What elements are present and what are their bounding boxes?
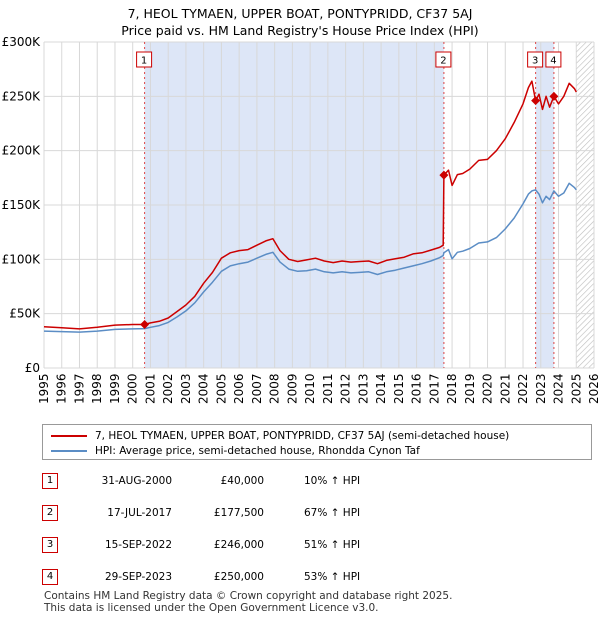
x-tick-label: 2010 [303, 373, 317, 404]
sale-point-marker [439, 170, 449, 180]
x-tick-label: 2024 [552, 373, 566, 404]
sale-hpi-change: 51% ↑ HPI [304, 539, 361, 551]
x-tick-label: 2017 [427, 373, 441, 404]
sale-price: £40,000 [220, 475, 264, 487]
sale-hpi-change: 67% ↑ HPI [304, 507, 361, 519]
x-tick-label: 2020 [481, 373, 495, 404]
x-tick-label: 2001 [143, 373, 157, 404]
sale-row: 4 29-SEP-2023 £250,000 53% ↑ HPI [42, 568, 592, 588]
x-tick-label: 2013 [356, 373, 370, 404]
sale-number-label: 2 [440, 56, 446, 67]
legend-item-property: 7, HEOL TYMAEN, UPPER BOAT, PONTYPRIDD, … [51, 428, 509, 444]
x-tick-label: 2006 [232, 373, 246, 404]
footer-licence: This data is licensed under the Open Gov… [44, 602, 379, 614]
footer-copyright: Contains HM Land Registry data © Crown c… [44, 590, 453, 602]
sale-row: 3 15-SEP-2022 £246,000 51% ↑ HPI [42, 536, 592, 556]
sale-price: £246,000 [213, 539, 264, 551]
legend-item-hpi: HPI: Average price, semi-detached house,… [51, 443, 420, 459]
sale-number-box [545, 51, 562, 68]
x-tick-label: 2014 [374, 373, 388, 404]
x-tick-label: 2023 [534, 373, 548, 404]
x-tick-label: 2004 [197, 373, 211, 404]
sale-row: 2 17-JUL-2017 £177,500 67% ↑ HPI [42, 504, 592, 524]
x-tick-label: 2007 [250, 373, 264, 404]
y-tick-label: £100K [2, 252, 42, 266]
x-tick-label: 2011 [321, 373, 335, 404]
sale-number-label: 4 [550, 56, 556, 67]
x-tick-label: 2018 [445, 373, 459, 404]
sale-price: £250,000 [213, 571, 264, 583]
sale-date: 17-JUL-2017 [107, 507, 172, 519]
legend-swatch-property [51, 435, 87, 437]
x-tick-label: 2026 [587, 373, 600, 404]
x-tick-label: 2005 [214, 373, 228, 404]
x-tick-label: 1997 [72, 373, 86, 404]
chart-legend: 7, HEOL TYMAEN, UPPER BOAT, PONTYPRIDD, … [42, 424, 592, 460]
x-tick-label: 2016 [410, 373, 424, 404]
x-tick-label: 2022 [516, 373, 530, 404]
x-tick-label: 1998 [90, 373, 104, 404]
y-tick-label: £250K [2, 89, 42, 103]
y-tick-label: £0 [25, 361, 40, 375]
sale-number-badge: 2 [42, 505, 58, 521]
sale-hpi-change: 10% ↑ HPI [304, 475, 361, 487]
x-tick-label: 2000 [126, 373, 140, 404]
sale-row: 1 31-AUG-2000 £40,000 10% ↑ HPI [42, 472, 592, 492]
sale-number-badge: 3 [42, 537, 58, 553]
x-tick-label: 2019 [463, 373, 477, 404]
y-tick-label: £300K [2, 35, 42, 49]
sale-date: 29-SEP-2023 [104, 571, 172, 583]
x-tick-label: 2025 [569, 373, 583, 404]
sale-price: £177,500 [213, 507, 264, 519]
sale-number-label: 1 [141, 56, 147, 67]
x-tick-label: 2003 [179, 373, 193, 404]
x-tick-label: 1995 [37, 373, 51, 404]
chart-subtitle: Price paid vs. HM Land Registry's House … [121, 23, 479, 38]
y-tick-label: £200K [2, 144, 42, 158]
sale-number-badge: 4 [42, 569, 58, 585]
x-tick-label: 2002 [161, 373, 175, 404]
sale-date: 15-SEP-2022 [104, 539, 172, 551]
x-tick-label: 2008 [268, 373, 282, 404]
x-tick-label: 2015 [392, 373, 406, 404]
property-price-line [43, 80, 577, 330]
sale-point-marker [549, 91, 559, 101]
legend-label-hpi: HPI: Average price, semi-detached house,… [95, 445, 420, 457]
sale-number-label: 3 [532, 56, 538, 67]
sale-date: 31-AUG-2000 [101, 475, 172, 487]
sale-point-marker [531, 96, 541, 106]
x-tick-label: 1996 [55, 373, 69, 404]
x-tick-label: 2009 [285, 373, 299, 404]
legend-swatch-hpi [51, 450, 87, 452]
y-tick-label: £50K [9, 307, 41, 321]
x-tick-label: 2021 [498, 373, 512, 404]
chart-title: 7, HEOL TYMAEN, UPPER BOAT, PONTYPRIDD, … [127, 6, 473, 21]
sale-number-box [527, 51, 544, 68]
sale-number-box [136, 51, 153, 68]
x-tick-label: 1999 [108, 373, 122, 404]
x-tick-label: 2012 [339, 373, 353, 404]
y-tick-label: £150K [2, 198, 42, 212]
legend-label-property: 7, HEOL TYMAEN, UPPER BOAT, PONTYPRIDD, … [95, 430, 510, 442]
sale-point-marker [140, 320, 150, 330]
hpi-line [43, 182, 577, 333]
price-chart: 1 2 3 4 £0 £50K £100K £150K £200K £250K £300K 1995… [2, 35, 600, 404]
sale-number-box [435, 51, 452, 68]
sale-hpi-change: 53% ↑ HPI [304, 571, 361, 583]
sale-number-badge: 1 [42, 473, 58, 489]
